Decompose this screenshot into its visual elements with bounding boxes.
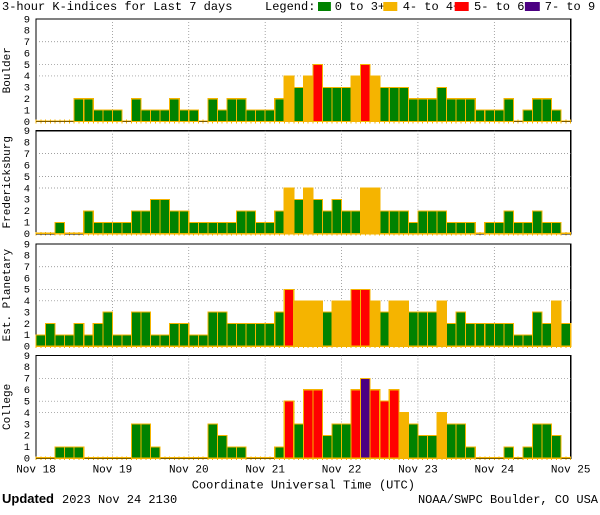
svg-text:Legend:: Legend: [265,0,315,14]
svg-text:Nov 18: Nov 18 [16,464,56,476]
svg-text:4- to 4+: 4- to 4+ [403,0,461,14]
svg-text:Nov 21: Nov 21 [245,464,285,476]
svg-text:5: 5 [24,60,30,72]
svg-text:9: 9 [24,126,30,138]
svg-text:4: 4 [24,408,30,420]
svg-text:Updated: Updated [2,491,54,506]
svg-text:3: 3 [24,83,30,95]
svg-text:9: 9 [24,239,30,251]
svg-text:1: 1 [24,330,30,342]
svg-text:7: 7 [24,37,30,49]
svg-text:4: 4 [24,183,30,195]
svg-text:5- to 6+: 5- to 6+ [474,0,532,14]
svg-text:7: 7 [24,374,30,386]
svg-text:Est. Planetary: Est. Planetary [2,249,14,342]
svg-text:4: 4 [24,71,30,83]
svg-text:1: 1 [24,105,30,117]
svg-text:7: 7 [24,262,30,274]
svg-text:Coordinate Universal Time (UTC: Coordinate Universal Time (UTC) [192,478,415,492]
svg-text:6: 6 [24,385,30,397]
svg-text:Nov 22: Nov 22 [322,464,362,476]
svg-text:2023 Nov 24 2130: 2023 Nov 24 2130 [62,493,177,507]
svg-text:3: 3 [24,195,30,207]
svg-text:9: 9 [24,351,30,363]
svg-text:Nov 24: Nov 24 [475,464,515,476]
svg-text:1: 1 [24,442,30,454]
svg-text:2: 2 [24,431,30,443]
svg-text:College: College [2,384,14,430]
svg-text:NOAA/SWPC Boulder, CO USA: NOAA/SWPC Boulder, CO USA [418,493,599,507]
svg-text:8: 8 [24,26,30,38]
svg-text:8: 8 [24,251,30,263]
svg-text:7: 7 [24,149,30,161]
svg-text:0 to 3+: 0 to 3+ [335,0,385,14]
svg-text:3-hour K-indices for Last 7 da: 3-hour K-indices for Last 7 days [2,0,232,14]
svg-text:Nov 23: Nov 23 [398,464,438,476]
svg-text:6: 6 [24,273,30,285]
svg-text:9: 9 [24,14,30,26]
svg-text:2: 2 [24,94,30,106]
svg-text:Nov 25: Nov 25 [551,464,591,476]
svg-text:2: 2 [24,319,30,331]
svg-text:8: 8 [24,362,30,374]
svg-text:5: 5 [24,285,30,297]
svg-text:Boulder: Boulder [2,47,14,93]
svg-text:Nov 19: Nov 19 [93,464,133,476]
svg-text:5: 5 [24,396,30,408]
svg-text:3: 3 [24,419,30,431]
svg-text:Fredericksburg: Fredericksburg [2,136,14,228]
svg-text:1: 1 [24,218,30,230]
svg-text:6: 6 [24,160,30,172]
svg-text:3: 3 [24,307,30,319]
svg-text:6: 6 [24,48,30,60]
svg-text:Nov 20: Nov 20 [169,464,209,476]
svg-text:4: 4 [24,296,30,308]
svg-text:8: 8 [24,137,30,149]
svg-text:7- to 9: 7- to 9 [545,0,595,14]
svg-text:5: 5 [24,172,30,184]
svg-text:2: 2 [24,206,30,218]
